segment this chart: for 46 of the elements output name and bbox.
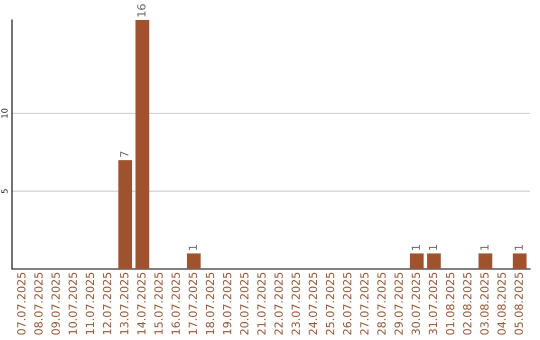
bar (118, 160, 132, 269)
x-tick-label: 17.07.2025 (188, 272, 198, 334)
bar (410, 253, 424, 269)
x-tick-label: 25.07.2025 (326, 272, 334, 335)
x-tick-label: 05.08.2025 (514, 272, 523, 335)
x-tick-label: 10.07.2025 (68, 272, 77, 334)
x-tick-label: 28.07.2025 (377, 272, 386, 335)
x-tick-label: 11.07.2025 (86, 272, 94, 334)
x-tick-label: 08.07.2025 (34, 272, 43, 335)
data-label: 1 (428, 245, 438, 250)
x-tick-label: 18.07.2025 (206, 272, 214, 334)
bar (427, 253, 441, 269)
x-tick-label: 13.07.2025 (120, 272, 128, 334)
x-tick-label: 20.07.2025 (240, 272, 248, 335)
x-tick-label: 23.07.2025 (292, 272, 300, 335)
bar (135, 20, 150, 269)
y-tick-label: 10 (1, 108, 8, 118)
x-tick-label: 12.07.2025 (102, 272, 112, 334)
x-tick-label: 21.07.2025 (257, 272, 266, 335)
x-tick-label: 24.07.2025 (308, 272, 318, 335)
x-tick-label: 16.07.2025 (171, 272, 180, 334)
x-tick-label: 07.07.2025 (17, 272, 26, 335)
x-tick-label: 26.07.2025 (343, 272, 352, 335)
x-tick-label: 03.08.2025 (480, 272, 489, 335)
x-tick-label: 02.08.2025 (463, 272, 472, 335)
x-tick-label: 14.07.2025 (137, 272, 146, 334)
x-tick-label: 31.07.2025 (428, 272, 438, 335)
data-label: 1 (514, 245, 523, 250)
x-tick-label: 27.07.2025 (360, 272, 369, 335)
data-label: 1 (412, 245, 420, 250)
x-tick-label: 19.07.2025 (222, 272, 232, 334)
data-label: 1 (480, 245, 488, 250)
x-tick-label: 30.07.2025 (412, 272, 420, 335)
bar (186, 253, 201, 269)
x-tick-label: 09.07.2025 (51, 272, 60, 335)
x-tick-label: 29.07.2025 (394, 272, 403, 335)
bar (512, 253, 527, 269)
x-tick-label: 15.07.2025 (154, 272, 163, 334)
data-label: 7 (120, 152, 128, 157)
x-tick-label: 01.08.2025 (446, 272, 454, 335)
data-label: 16 (137, 4, 146, 16)
x-tick-label: 22.07.2025 (274, 272, 283, 335)
x-tick-label: 04.08.2025 (497, 272, 506, 335)
bar (478, 253, 492, 269)
data-label: 1 (188, 245, 197, 250)
y-tick-label: 5 (1, 189, 8, 194)
